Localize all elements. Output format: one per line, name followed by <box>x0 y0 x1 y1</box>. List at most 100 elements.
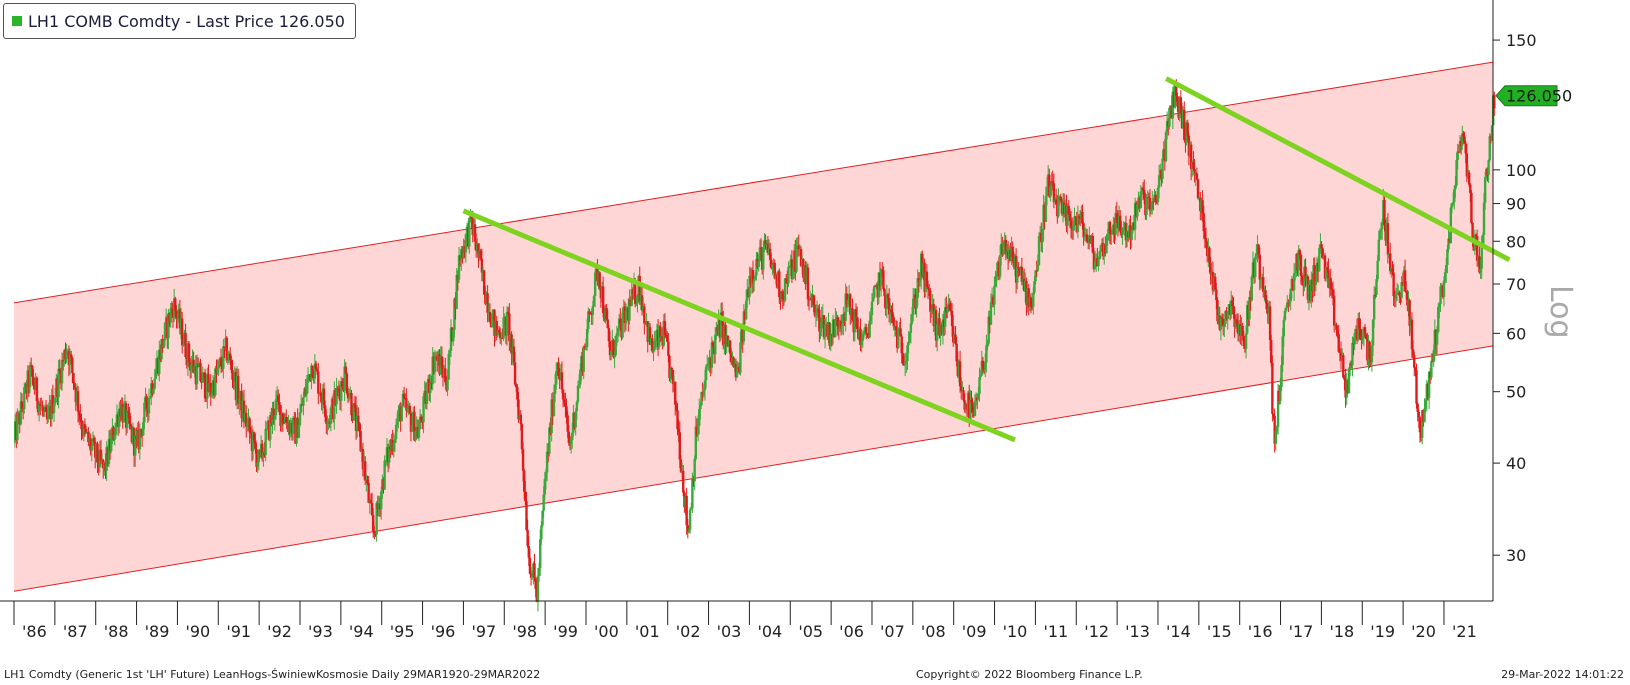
candle-body <box>513 362 517 385</box>
candle-body <box>1119 215 1122 231</box>
candle-body <box>812 295 815 305</box>
candle-body <box>319 392 322 397</box>
candle-body <box>1331 290 1335 296</box>
candle-body <box>1041 230 1044 243</box>
candle-body <box>37 403 41 413</box>
candle-body <box>1020 266 1024 282</box>
candle-body <box>1289 288 1292 302</box>
channel-fill <box>14 62 1493 592</box>
candle-body <box>457 255 461 280</box>
candle-body <box>1389 253 1392 272</box>
candle-body <box>1374 294 1377 296</box>
candle-body <box>61 360 65 362</box>
candle-body <box>1314 281 1318 285</box>
candle-body <box>1141 187 1145 190</box>
candle-body <box>1330 288 1334 291</box>
candle-body <box>1321 248 1324 258</box>
candle-body <box>226 359 230 361</box>
candle-body <box>1049 186 1052 197</box>
candle-body <box>1413 355 1416 368</box>
candle-body <box>691 479 694 509</box>
trendline <box>1164 76 1511 263</box>
candle-body <box>885 294 889 309</box>
candle-body <box>90 445 93 451</box>
candle-body <box>523 470 526 492</box>
candle-body <box>433 357 437 373</box>
candle-body <box>167 313 170 339</box>
candle-body <box>989 301 993 325</box>
candle-body <box>1488 136 1491 161</box>
price-candles <box>14 79 1496 612</box>
x-tick-label: '05 <box>798 622 823 641</box>
candle-body <box>576 385 580 402</box>
candle-body <box>393 439 397 444</box>
candle-body <box>1487 160 1490 175</box>
footer-copyright: Copyright© 2022 Bloomberg Finance L.P. <box>916 668 1143 681</box>
x-tick-label: '91 <box>226 622 251 641</box>
candle-body <box>148 397 152 399</box>
candle-body <box>728 340 732 354</box>
candle-body <box>566 415 569 432</box>
candle-body <box>19 401 23 425</box>
candle-body <box>1282 319 1286 337</box>
candle-body <box>1033 281 1036 293</box>
candle-body <box>1136 204 1139 217</box>
candle-body <box>619 318 622 324</box>
candle-body <box>1035 270 1038 272</box>
candle-body <box>1462 133 1465 137</box>
candle-body <box>1493 95 1496 109</box>
candle-body <box>1051 181 1054 184</box>
candle-body <box>751 269 755 282</box>
candle-body <box>1456 151 1459 161</box>
candle-body <box>886 294 890 299</box>
candle-body <box>187 343 191 363</box>
candle-body <box>1036 265 1040 271</box>
candle-body <box>207 374 210 392</box>
candle-body <box>1490 125 1494 139</box>
candle-body <box>844 293 847 321</box>
candle-body <box>814 312 818 316</box>
candle-body <box>768 248 772 260</box>
candle-body <box>473 224 477 242</box>
candle-body <box>993 285 996 305</box>
x-tick-label: '94 <box>349 622 374 641</box>
candle-body <box>281 413 285 423</box>
candle-body <box>1149 209 1153 211</box>
candle-body <box>201 372 204 383</box>
candle-body <box>1264 290 1267 300</box>
candle-body <box>948 303 951 311</box>
candle-body <box>1445 264 1448 273</box>
candle-body <box>575 401 579 412</box>
candle-body <box>1004 239 1008 255</box>
candle-body <box>1189 144 1193 169</box>
trendline <box>462 208 1016 443</box>
candle-body <box>118 408 121 427</box>
candle-body <box>1442 280 1446 297</box>
candle-body <box>1483 177 1487 203</box>
candle-body <box>344 366 347 374</box>
candle-body <box>1398 292 1401 296</box>
candle-body <box>299 404 303 413</box>
candle-body <box>175 310 178 320</box>
candle-body <box>1045 187 1049 197</box>
candle-body <box>557 362 560 376</box>
candle-body <box>1106 234 1109 241</box>
candle-body <box>987 316 990 344</box>
candle-body <box>807 299 811 301</box>
candle-body <box>253 432 256 441</box>
candle-body <box>534 577 537 589</box>
candle-body <box>764 240 767 245</box>
candle-body <box>1193 168 1196 176</box>
candle-body <box>699 405 702 410</box>
candle-body <box>1057 198 1060 217</box>
candle-body <box>1465 153 1469 177</box>
y-tick-label: 70 <box>1506 275 1526 294</box>
x-tick-label: '16 <box>1248 622 1273 641</box>
x-tick-label: '93 <box>308 622 333 641</box>
candle-body <box>714 334 717 355</box>
candle-body <box>352 403 355 421</box>
candle-body <box>971 402 974 412</box>
candle-body <box>836 317 839 327</box>
candle-body <box>1464 143 1467 154</box>
candle-body <box>508 313 511 342</box>
